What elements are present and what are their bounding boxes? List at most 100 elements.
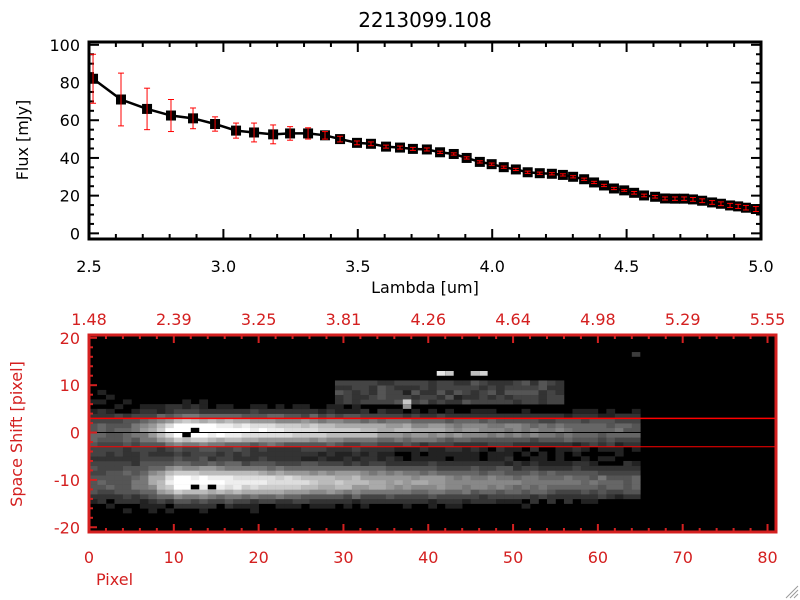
image-pixel	[513, 446, 522, 452]
image-pixel	[377, 460, 387, 467]
image-pixel	[385, 427, 395, 433]
x-tick-label: 3.5	[345, 257, 370, 276]
error-bar	[709, 200, 716, 205]
image-pixel	[563, 470, 573, 476]
image-pixel	[614, 451, 624, 457]
image-pixel	[631, 494, 641, 500]
error-bar	[190, 107, 197, 130]
image-pixel	[343, 418, 353, 424]
image-pixel	[89, 446, 98, 452]
image-pixel	[368, 456, 378, 462]
image-pixel	[538, 432, 548, 438]
resize-grip-icon[interactable]	[785, 585, 799, 599]
y-tick-label: -10	[54, 471, 80, 490]
image-pixel	[267, 498, 276, 504]
image-pixel	[241, 423, 251, 429]
image-pixel	[479, 442, 488, 448]
image-pixel	[563, 427, 573, 433]
image-pixel	[368, 479, 378, 485]
image-pixel	[114, 494, 124, 500]
image-pixel	[182, 427, 192, 433]
image-pixel	[572, 479, 582, 485]
image-pixel	[97, 479, 107, 485]
image-pixel	[538, 451, 548, 457]
image-pixel	[385, 385, 395, 391]
image-pixel	[207, 456, 217, 462]
image-pixel	[580, 456, 590, 462]
image-pixel	[250, 408, 259, 414]
image-pixel	[428, 446, 438, 452]
image-pixel	[334, 451, 344, 457]
image-pixel	[530, 380, 539, 386]
image-pixel	[445, 380, 455, 386]
image-pixel	[301, 413, 310, 419]
image-pixel	[496, 423, 505, 429]
image-pixel	[368, 451, 378, 457]
image-pixel	[487, 479, 497, 485]
image-pixel	[428, 408, 438, 414]
image-pixel	[479, 380, 488, 386]
image-pixel	[216, 442, 226, 448]
image-pixel	[428, 380, 438, 386]
image-pixel	[224, 470, 234, 476]
image-pixel	[334, 389, 344, 395]
image-pixel	[156, 489, 166, 495]
error-bar	[581, 177, 588, 181]
image-pixel	[513, 385, 522, 391]
image-pixel	[105, 423, 115, 429]
image-pixel	[318, 413, 327, 419]
image-pixel	[148, 494, 158, 500]
image-pixel	[606, 494, 616, 500]
image-pixel	[233, 442, 242, 448]
y-axis-label: Flux [mJy]	[13, 100, 32, 181]
image-pixel	[114, 484, 124, 490]
image-pixel	[394, 465, 404, 471]
image-pixel	[394, 432, 404, 438]
image-pixel	[419, 470, 429, 476]
image-pixel	[207, 423, 217, 429]
image-pixel	[292, 479, 302, 485]
image-pixel	[368, 442, 378, 448]
image-pixel	[436, 475, 446, 481]
image-pixel	[105, 479, 115, 485]
image-pixel	[428, 432, 438, 438]
image-pixel	[233, 489, 242, 495]
image-pixel	[250, 413, 259, 419]
image-pixel	[445, 489, 455, 495]
image-pixel	[394, 423, 404, 429]
image-pixel	[411, 413, 421, 419]
image-pixel	[275, 456, 285, 462]
x-tick-label: 10	[164, 548, 184, 567]
image-pixel	[207, 432, 217, 438]
image-pixel	[250, 437, 259, 443]
image-pixel	[411, 418, 421, 424]
image-pixel	[351, 475, 361, 481]
image-pixel	[156, 484, 166, 490]
image-pixel	[462, 456, 471, 462]
image-pixel	[580, 408, 590, 414]
image-pixel	[105, 503, 115, 509]
image-pixel	[394, 413, 404, 419]
image-pixel	[402, 442, 412, 448]
image-pixel	[165, 423, 175, 429]
image-pixel	[284, 498, 293, 504]
top-axis-wavelength-label: 2.39	[156, 310, 192, 329]
image-pixel	[275, 404, 285, 410]
image-pixel	[148, 404, 158, 410]
image-pixel	[292, 413, 302, 419]
image-pixel	[343, 427, 353, 433]
image-pixel	[309, 432, 319, 438]
image-pixel	[487, 470, 497, 476]
image-pixel	[436, 418, 446, 424]
image-pixel	[309, 442, 319, 448]
image-pixel	[97, 456, 107, 462]
image-pixel	[623, 479, 633, 485]
image-pixel	[114, 479, 124, 485]
image-pixel	[216, 494, 226, 500]
image-pixel	[555, 494, 565, 500]
image-pixel	[258, 484, 268, 490]
image-pixel	[479, 418, 488, 424]
image-pixel	[580, 442, 590, 448]
image-pixel	[504, 385, 514, 391]
image-pixel	[555, 456, 565, 462]
